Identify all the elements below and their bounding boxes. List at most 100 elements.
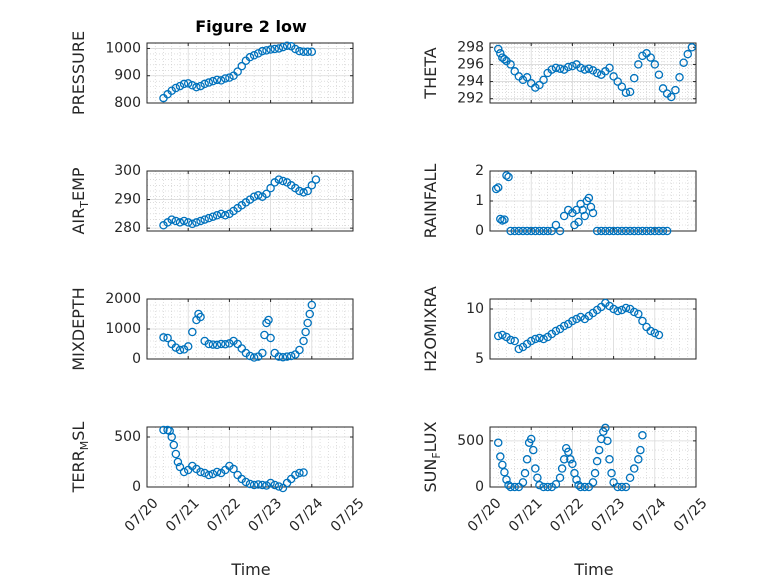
data-point: [590, 468, 600, 478]
data-point: [654, 226, 664, 236]
data-point: [555, 226, 565, 236]
data-point: [183, 218, 193, 227]
data-point: [592, 226, 602, 236]
x-tick-label: 07/21: [506, 495, 546, 535]
data-point: [510, 67, 519, 76]
data-point: [506, 226, 515, 236]
data-point: [613, 226, 622, 236]
data-point: [303, 47, 312, 56]
figure-title: Figure 2 low: [195, 17, 307, 36]
data-point: [266, 478, 275, 488]
data-point: [493, 44, 503, 54]
data-point: [572, 475, 581, 484]
data-point: [237, 61, 247, 71]
y-tick-label: 500: [114, 429, 141, 445]
data-point: [196, 81, 205, 91]
data-point: [555, 64, 565, 73]
data-point: [245, 351, 255, 361]
data-point: [531, 226, 540, 236]
data-point: [533, 473, 542, 483]
subplot-3: 0 1 2 RAINFALL: [421, 163, 697, 239]
axes-box: [146, 42, 354, 104]
subplot-0: 800 900 1000 PRESSURE: [69, 31, 354, 115]
data-point: [596, 226, 606, 236]
data-point: [605, 226, 614, 236]
data-point: [171, 83, 181, 93]
data-point: [510, 336, 519, 346]
x-tick-label: 07/24: [287, 495, 327, 535]
data-point: [188, 219, 197, 229]
data-point: [208, 212, 218, 221]
y-tick-label: 300: [114, 163, 141, 179]
data-point: [278, 176, 288, 186]
data-point: [629, 226, 639, 236]
data-point: [225, 73, 234, 82]
data-point: [208, 76, 218, 86]
data-point: [605, 455, 614, 464]
data-point: [646, 53, 655, 62]
data-point: [580, 65, 590, 74]
data-point: [171, 216, 181, 226]
data-point: [249, 480, 259, 490]
data-point: [551, 326, 561, 336]
y-tick-label: 0: [132, 479, 141, 495]
y-tick-label: 0: [132, 351, 141, 367]
y-axis-label: H2OMIXRA: [421, 286, 440, 372]
axes-box: [489, 298, 697, 360]
data-point: [535, 226, 544, 236]
data-point: [557, 464, 567, 473]
data-point: [299, 188, 308, 197]
x-tick-label: 07/25: [328, 495, 368, 535]
data-point: [625, 226, 635, 236]
data-point: [654, 330, 664, 340]
data-point: [173, 457, 183, 467]
x-tick-label: 07/23: [245, 495, 285, 535]
data-point: [307, 47, 317, 56]
data-point: [547, 226, 557, 236]
y-tick-label: 296: [457, 56, 484, 72]
data-point: [502, 475, 511, 484]
data-point: [491, 184, 501, 194]
data-point: [675, 73, 684, 82]
data-point: [305, 309, 314, 319]
x-tick-label: 07/22: [547, 495, 587, 535]
data-point: [299, 336, 308, 346]
data-point: [266, 183, 275, 193]
data-point: [667, 92, 676, 102]
data-point: [295, 468, 304, 478]
data-point: [636, 445, 645, 455]
data-point: [621, 226, 631, 236]
data-point: [270, 480, 279, 490]
data-point: [179, 79, 189, 89]
x-tick-label: 07/23: [588, 495, 628, 535]
data-point: [303, 186, 312, 196]
axes-box: [489, 42, 697, 104]
y-tick-label: 0: [475, 479, 484, 495]
y-tick-label: 500: [457, 433, 484, 449]
data-point: [311, 175, 321, 184]
data-point: [592, 68, 602, 78]
data-point: [159, 425, 168, 435]
x-axis-label-right: Time: [573, 560, 613, 579]
data-point: [216, 339, 226, 349]
data-point: [634, 60, 643, 69]
y-tick-label: 1: [475, 193, 484, 209]
data-point: [646, 326, 655, 336]
data-point: [531, 334, 540, 344]
data-point: [208, 469, 218, 479]
y-tick-label: 800: [114, 95, 141, 111]
data-point: [175, 81, 185, 91]
data-point: [274, 482, 284, 491]
data-point: [196, 467, 205, 477]
data-point: [183, 79, 193, 88]
data-point: [551, 220, 561, 230]
data-point: [679, 58, 688, 67]
data-point: [526, 434, 536, 444]
data-point: [551, 479, 561, 489]
data-point: [576, 482, 585, 492]
data-point: [183, 342, 193, 351]
data-point: [192, 82, 201, 92]
data-point: [179, 467, 189, 477]
data-point: [212, 467, 222, 477]
subplot-5: 5 10 H2OMIXRA: [421, 286, 697, 372]
